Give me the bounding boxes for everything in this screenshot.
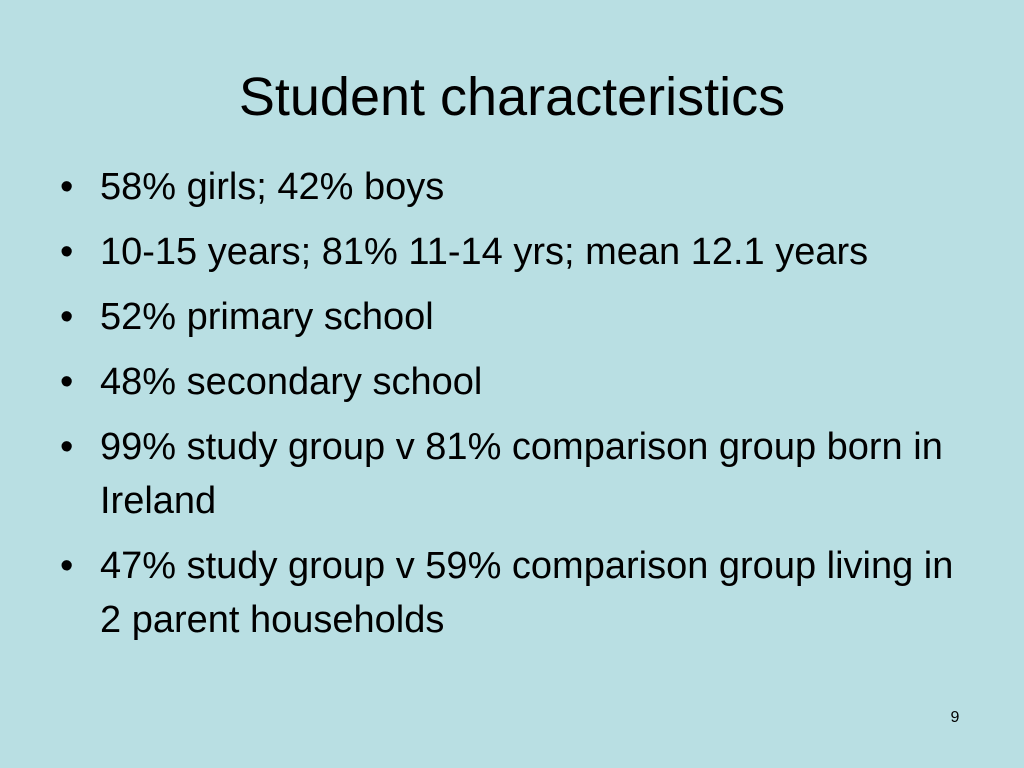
page-number: 9 [950, 709, 960, 726]
bullet-item: 10-15 years; 81% 11-14 yrs; mean 12.1 ye… [60, 225, 980, 279]
bullet-item: 99% study group v 81% comparison group b… [60, 420, 980, 528]
bullet-list: 58% girls; 42% boys 10-15 years; 81% 11-… [60, 160, 980, 658]
bullet-item: 48% secondary school [60, 355, 980, 409]
bullet-item: 47% study group v 59% comparison group l… [60, 539, 980, 647]
bullet-item: 58% girls; 42% boys [60, 160, 980, 214]
slide-title: Student characteristics [238, 67, 786, 127]
bullet-item: 52% primary school [60, 290, 980, 344]
